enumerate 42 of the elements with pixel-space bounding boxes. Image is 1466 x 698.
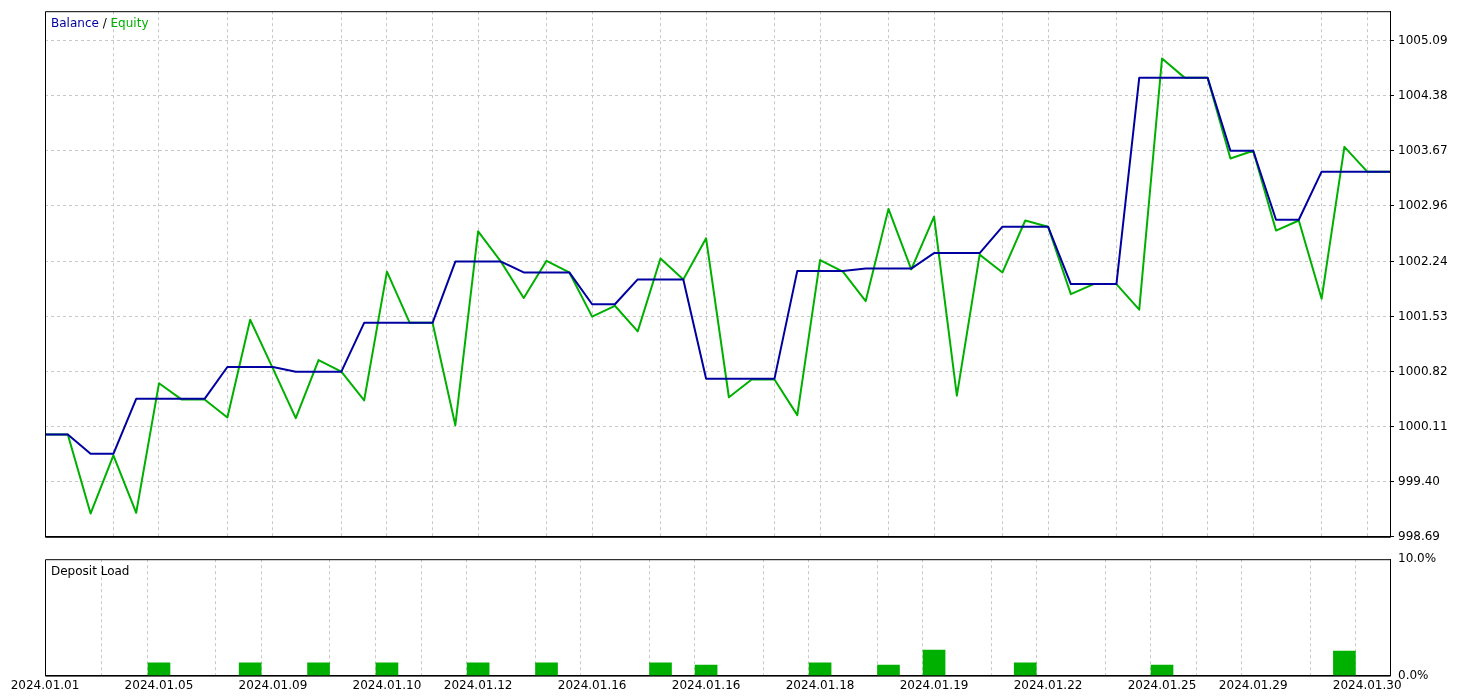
y-tick-label: 1000.82	[1398, 363, 1448, 378]
x-tick-label: 2024.01.10	[352, 677, 422, 692]
y-tick-label: 1005.09	[1398, 32, 1448, 47]
x-tick-label: 2024.01.18	[785, 677, 855, 692]
y-tick-label: 1002.96	[1398, 197, 1448, 212]
y-tick-label: 1002.24	[1398, 253, 1448, 268]
bar	[147, 662, 171, 676]
bar	[1333, 650, 1356, 676]
bar	[1150, 664, 1174, 676]
y-tick-label: 10.0%	[1398, 551, 1437, 566]
x-tick-label: 2024.01.25	[1127, 677, 1197, 692]
x-tick-label: 2024.01.16	[557, 677, 627, 692]
y-tick-label: 1001.53	[1398, 308, 1448, 323]
x-tick-label: 2024.01.16	[671, 677, 741, 692]
bar	[466, 662, 490, 676]
x-tick-label: 2024.01.30	[1332, 677, 1402, 692]
x-tick-label: 2024.01.22	[1013, 677, 1083, 692]
y-tick-label: 998.69	[1398, 528, 1440, 543]
bar	[922, 649, 946, 676]
bar	[694, 664, 718, 676]
x-tick-label: 2024.01.19	[899, 677, 969, 692]
text: Equity	[110, 16, 149, 31]
bar	[307, 662, 330, 676]
bar	[808, 662, 832, 676]
bar	[649, 662, 672, 676]
text: Deposit Load	[51, 564, 130, 579]
y-tick-label: 1003.67	[1398, 142, 1448, 157]
annotation: /	[98, 16, 111, 31]
y-tick-label: 1004.38	[1398, 87, 1448, 102]
x-tick-label: 2024.01.05	[124, 677, 194, 692]
bar	[877, 664, 900, 676]
x-tick-label: 2024.01.01	[10, 677, 80, 692]
bar	[238, 662, 262, 676]
text: Balance	[51, 16, 99, 31]
x-tick-label: 2024.01.09	[238, 677, 308, 692]
y-tick-label: 1000.11	[1398, 418, 1448, 433]
bar	[375, 662, 399, 676]
y-tick-label: 999.40	[1398, 473, 1440, 488]
bar	[535, 662, 558, 676]
x-tick-label: 2024.01.12	[443, 677, 513, 692]
bar	[1013, 662, 1037, 676]
x-tick-label: 2024.01.29	[1218, 677, 1288, 692]
